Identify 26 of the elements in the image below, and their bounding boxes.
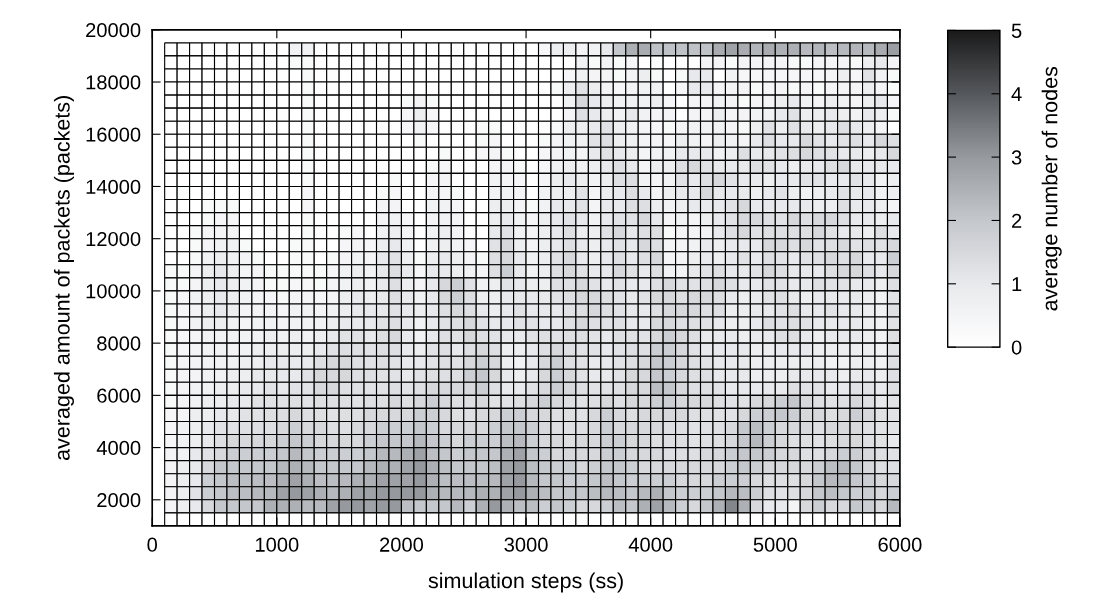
y-tick-label: 12000	[86, 231, 141, 247]
color-bar-label: 4	[1011, 87, 1022, 102]
x-tick-label: 0	[147, 537, 158, 552]
y-tick-label: 14000	[86, 179, 141, 194]
color-bar-label: 5	[1011, 23, 1022, 38]
y-tick-label: 10000	[86, 284, 141, 299]
color-bar-label: 3	[1011, 150, 1022, 165]
x-tick-label: 1000	[255, 537, 299, 552]
color-bar-label: 1	[1012, 277, 1022, 292]
y-tick-label: 2000	[97, 493, 141, 508]
x-tick-label: 5000	[753, 537, 797, 552]
color-bar-title: average number of nodes	[1041, 66, 1062, 311]
x-axis-title: simulation steps (ss)	[428, 572, 623, 593]
y-tick-label: 4000	[96, 440, 141, 456]
x-tick-label: 3000	[504, 537, 548, 552]
y-tick-label: 20000	[86, 23, 141, 38]
x-tick-label: 6000	[878, 537, 922, 552]
y-tick-label: 16000	[86, 127, 141, 142]
color-bar-label: 0	[1011, 340, 1022, 355]
y-tick-label: 8000	[97, 336, 141, 351]
y-axis-title: averaged amount of packets (packets)	[53, 96, 74, 461]
x-tick-label: 2000	[380, 537, 424, 552]
x-tick-label: 4000	[628, 537, 673, 552]
y-tick-label: 6000	[97, 388, 141, 403]
y-tick-label: 18000	[86, 75, 141, 90]
color-bar-label: 2	[1012, 213, 1022, 228]
